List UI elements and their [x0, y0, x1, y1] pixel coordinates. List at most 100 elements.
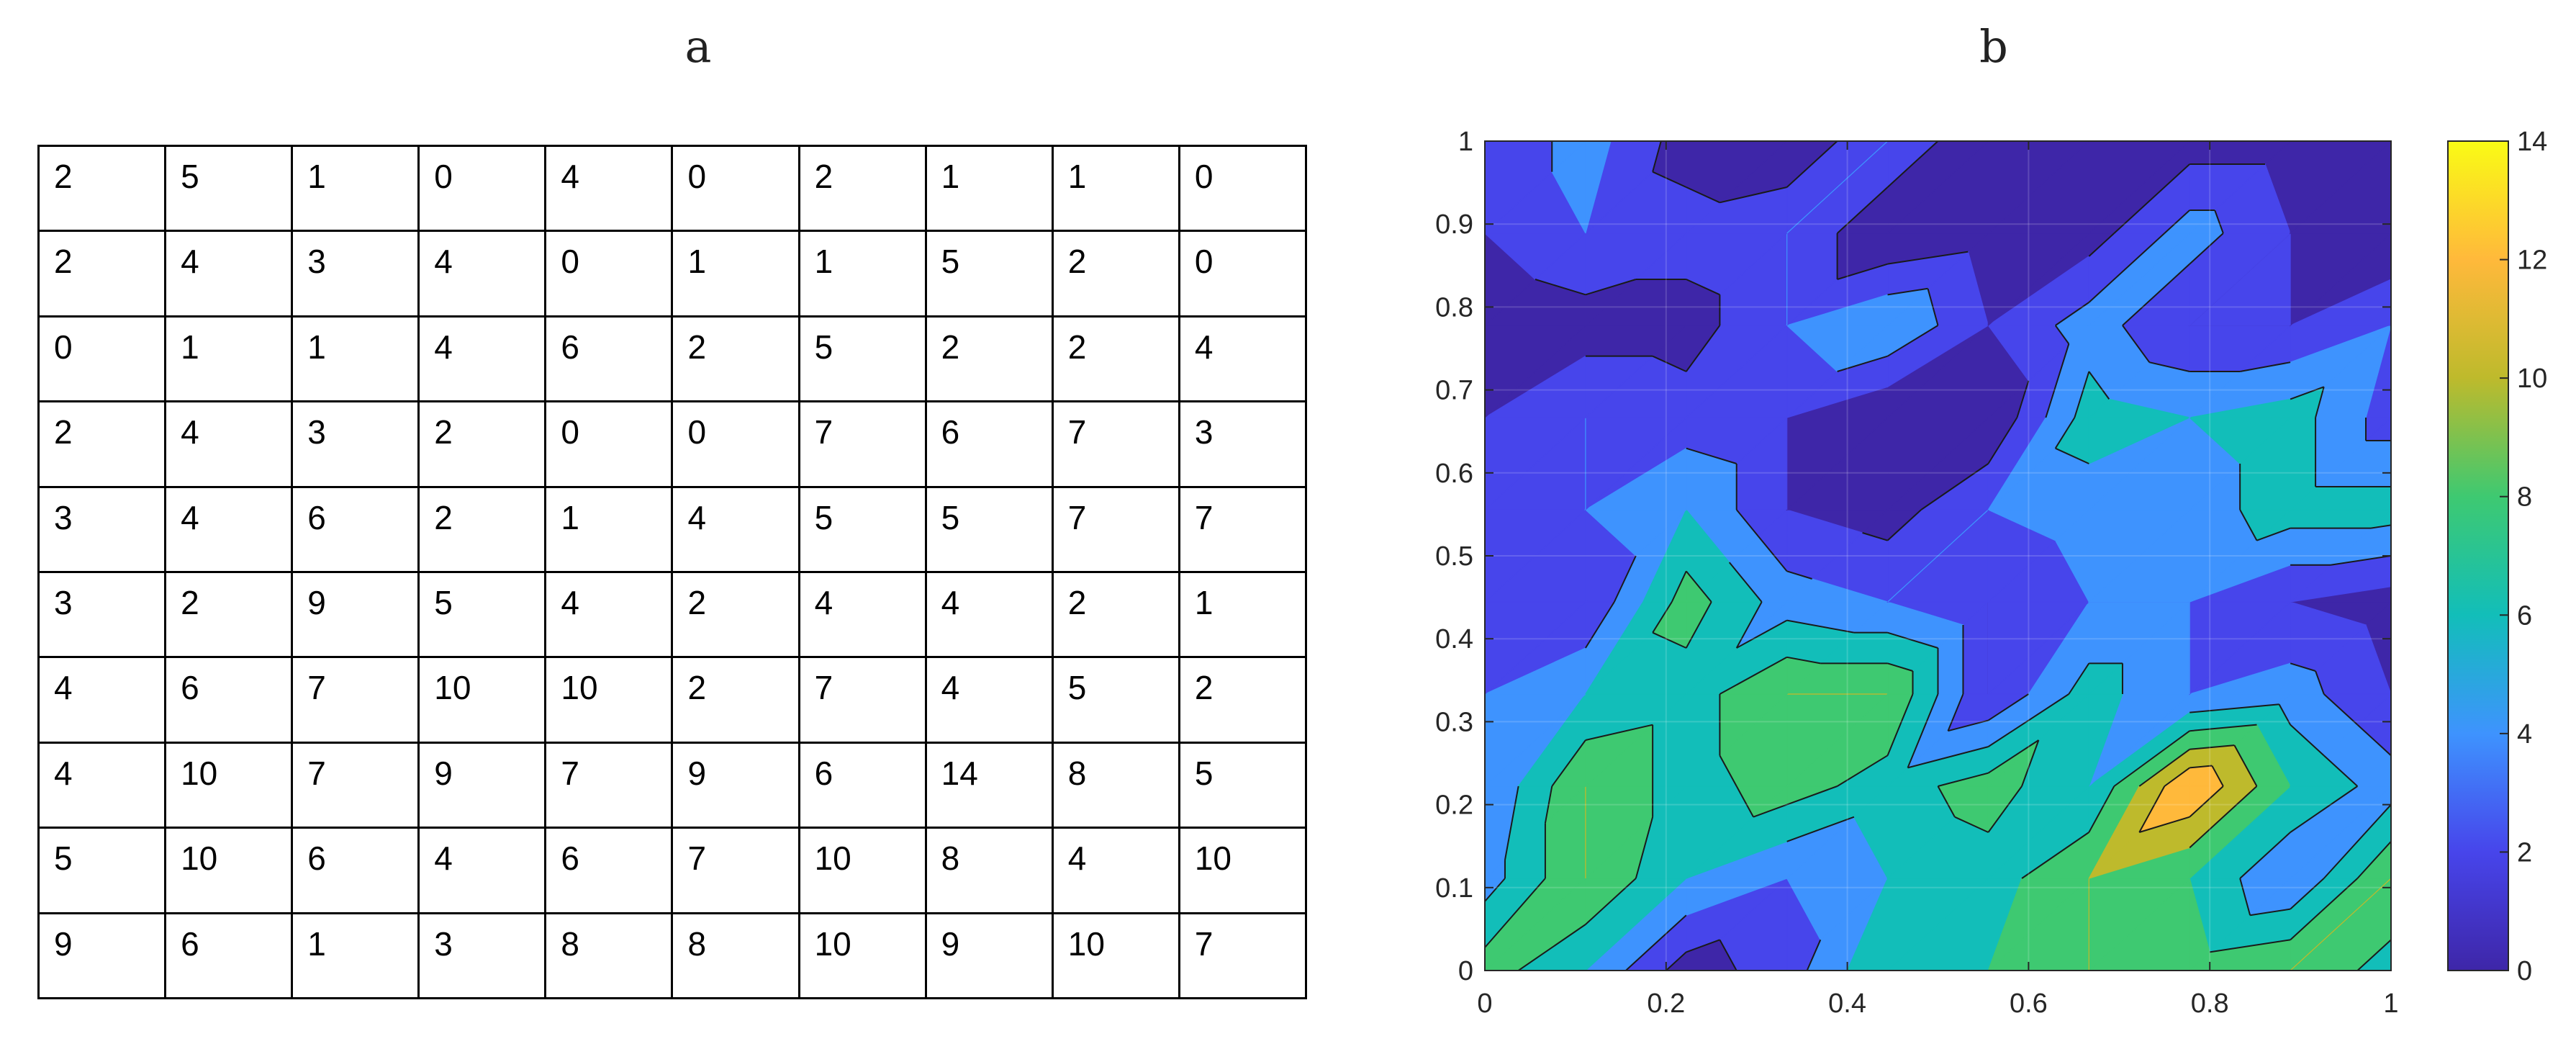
contour-line — [2323, 803, 2391, 879]
contour-line — [1786, 141, 1838, 188]
table-cell: 3 — [417, 911, 547, 1000]
table-cell: 7 — [797, 400, 927, 488]
contour-line — [1686, 570, 1701, 590]
table-cell: 8 — [671, 911, 800, 1000]
table-cell: 7 — [671, 827, 800, 914]
contour-line — [2054, 325, 2070, 345]
table-cell: 2 — [1051, 230, 1180, 318]
contour-line — [1635, 816, 1654, 879]
contour-line — [2211, 765, 2224, 787]
table-cell: 4 — [164, 400, 294, 488]
contour-line — [1518, 924, 1586, 971]
contour-line — [2323, 755, 2359, 787]
table-cell: 5 — [37, 827, 167, 914]
table-cell: 6 — [164, 656, 294, 744]
table-cell: 10 — [1178, 827, 1308, 914]
table-cell: 2 — [37, 144, 167, 233]
contour-line — [1987, 785, 2023, 833]
table-cell: 4 — [417, 827, 547, 914]
y-tick-label: 1 — [1458, 127, 1473, 157]
contour-line — [2113, 730, 2190, 787]
table-cell: 7 — [1051, 485, 1180, 573]
table-cell: 1 — [291, 911, 420, 1000]
contour-line — [1585, 724, 1653, 741]
table-cell: 4 — [164, 485, 294, 573]
contour-line — [1719, 186, 1787, 204]
contour-line — [1686, 939, 1720, 953]
table-cell: 10 — [164, 741, 294, 829]
contour-line — [1735, 601, 1763, 649]
contour-line — [2290, 878, 2359, 941]
table-cell: 7 — [797, 656, 927, 744]
contour-line — [1585, 279, 1637, 296]
contour-line — [1987, 693, 2069, 747]
contour-line — [1735, 509, 1759, 537]
colorbar-tick-label: 4 — [2517, 719, 2532, 749]
table-row: 4 6 7 10 10 2 7 4 5 2 — [37, 656, 1308, 744]
contour-band — [1485, 141, 1553, 234]
contour-line — [2122, 263, 2190, 326]
table-cell: 4 — [164, 230, 294, 318]
table-cell: 10 — [797, 911, 927, 1000]
contour-line — [1652, 631, 1687, 649]
contour-line — [2074, 371, 2090, 418]
table-cell: 4 — [671, 485, 800, 573]
table-cell: 7 — [1051, 400, 1180, 488]
contour-line — [1652, 141, 1662, 172]
table-cell: 9 — [924, 911, 1054, 1000]
contour-line — [2189, 724, 2257, 732]
table-cell: 2 — [417, 485, 547, 573]
table-cell: 1 — [671, 230, 800, 318]
table-cell: 4 — [544, 144, 674, 233]
table-cell: 10 — [417, 656, 547, 744]
contour-line — [2315, 670, 2325, 695]
table-cell: 2 — [671, 315, 800, 403]
contour-line — [2088, 785, 2115, 833]
contour-line — [2189, 744, 2235, 750]
table-cell: 9 — [37, 911, 167, 1000]
contour-line — [2239, 832, 2291, 879]
table-cell: 1 — [924, 144, 1054, 233]
contour-line — [2189, 785, 2224, 818]
contour-line — [2068, 662, 2090, 695]
contour-band — [2290, 141, 2391, 235]
table-cell: 7 — [291, 656, 420, 744]
table-cell: 4 — [417, 315, 547, 403]
y-tick-label: 0.2 — [1435, 791, 1473, 821]
x-tick-label: 0.6 — [2010, 989, 2048, 1019]
contour-line — [2256, 527, 2291, 541]
table-cell: 5 — [797, 485, 927, 573]
table-cell: 5 — [1051, 656, 1180, 744]
contour-band — [2290, 878, 2391, 971]
table-cell: 2 — [797, 144, 927, 233]
contour-line — [1887, 325, 1939, 357]
contour-line — [2054, 417, 2076, 449]
colorbar-tick-label: 8 — [2517, 482, 2532, 513]
panel-label-a: a — [684, 20, 712, 73]
contour-line — [1786, 570, 1812, 580]
contour-line — [1987, 693, 2029, 721]
contour-line — [1613, 555, 1637, 603]
contour-line — [1837, 755, 1889, 787]
table-cell: 8 — [544, 911, 674, 1000]
table-cell: 5 — [164, 144, 294, 233]
table-cell: 10 — [164, 827, 294, 914]
table-cell: 4 — [37, 656, 167, 744]
contour-line — [2055, 302, 2089, 326]
contour-line — [1753, 803, 1788, 818]
contour-line — [2189, 703, 2279, 713]
contour-line — [1887, 287, 1928, 296]
table-cell: 0 — [37, 315, 167, 403]
table-cell: 2 — [1051, 570, 1180, 659]
contour-line — [2370, 524, 2391, 529]
table-cell: 6 — [544, 827, 674, 914]
table-cell: 4 — [924, 656, 1054, 744]
contour-line — [1736, 619, 1788, 649]
table-cell: 5 — [924, 230, 1054, 318]
contour-line — [2290, 386, 2325, 400]
table-cell: 6 — [164, 911, 294, 1000]
contour-line — [2055, 447, 2089, 464]
table-cell: 3 — [37, 485, 167, 573]
